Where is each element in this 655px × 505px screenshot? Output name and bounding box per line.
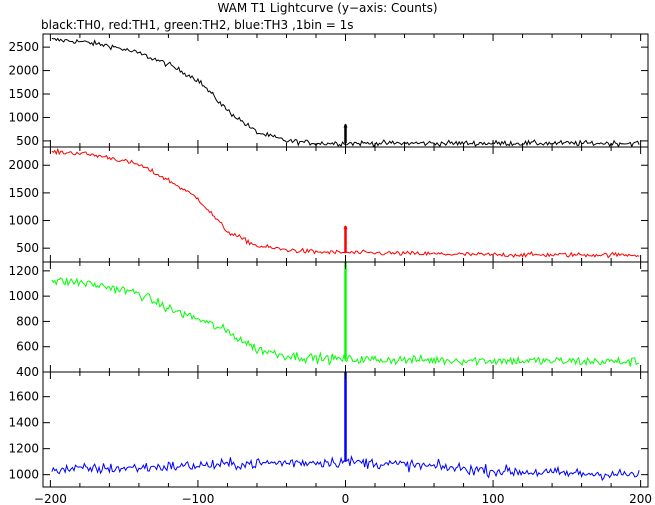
y-tick-label: 1500 [8, 87, 39, 101]
y-tick-label: 1000 [8, 468, 39, 482]
y-tick-label: 1000 [8, 214, 39, 228]
y-tick-label: 800 [16, 314, 39, 328]
x-tick-label: 100 [482, 492, 505, 505]
y-tick-label: 2000 [8, 64, 39, 78]
spike-tip-th1 [343, 225, 348, 230]
y-tick-label: 2500 [8, 40, 39, 54]
y-tick-label: 1200 [8, 264, 39, 278]
spike-tip-th0 [343, 123, 348, 128]
y-tick-label: 2000 [8, 158, 39, 172]
panel-th0: 500 1000 1500 2000 2500 [8, 33, 649, 148]
series-line-th1 [51, 147, 640, 259]
x-tick-label: 0 [342, 492, 350, 505]
y-tick-label: 1400 [8, 416, 39, 430]
y-tick-label: 1500 [8, 186, 39, 200]
chart-title: WAM T1 Lightcurve (y−axis: Counts) [217, 1, 438, 15]
y-tick-label: 500 [16, 134, 39, 148]
chart-subtitle: black:TH0, red:TH1, green:TH2, blue:TH3 … [41, 18, 354, 32]
y-tick-label: 1000 [8, 110, 39, 124]
y-tick-label: 1600 [8, 390, 39, 404]
x-tick-label: −200 [34, 492, 67, 505]
panel-th2: 400 600 800 1000 1200 [8, 261, 649, 379]
panel-th1: 500 1000 1500 2000 [8, 146, 649, 263]
y-tick-label: 600 [16, 340, 39, 354]
y-tick-label: 400 [16, 365, 39, 379]
y-tick-label: 500 [16, 241, 39, 255]
y-tick-label: 1200 [8, 442, 39, 456]
x-tick-label: 200 [629, 492, 652, 505]
x-tick-label: −100 [181, 492, 214, 505]
panel-th3: 1000 1200 1400 1600 [8, 371, 649, 488]
y-tick-label: 1000 [8, 289, 39, 303]
series-line-th2 [51, 277, 640, 367]
